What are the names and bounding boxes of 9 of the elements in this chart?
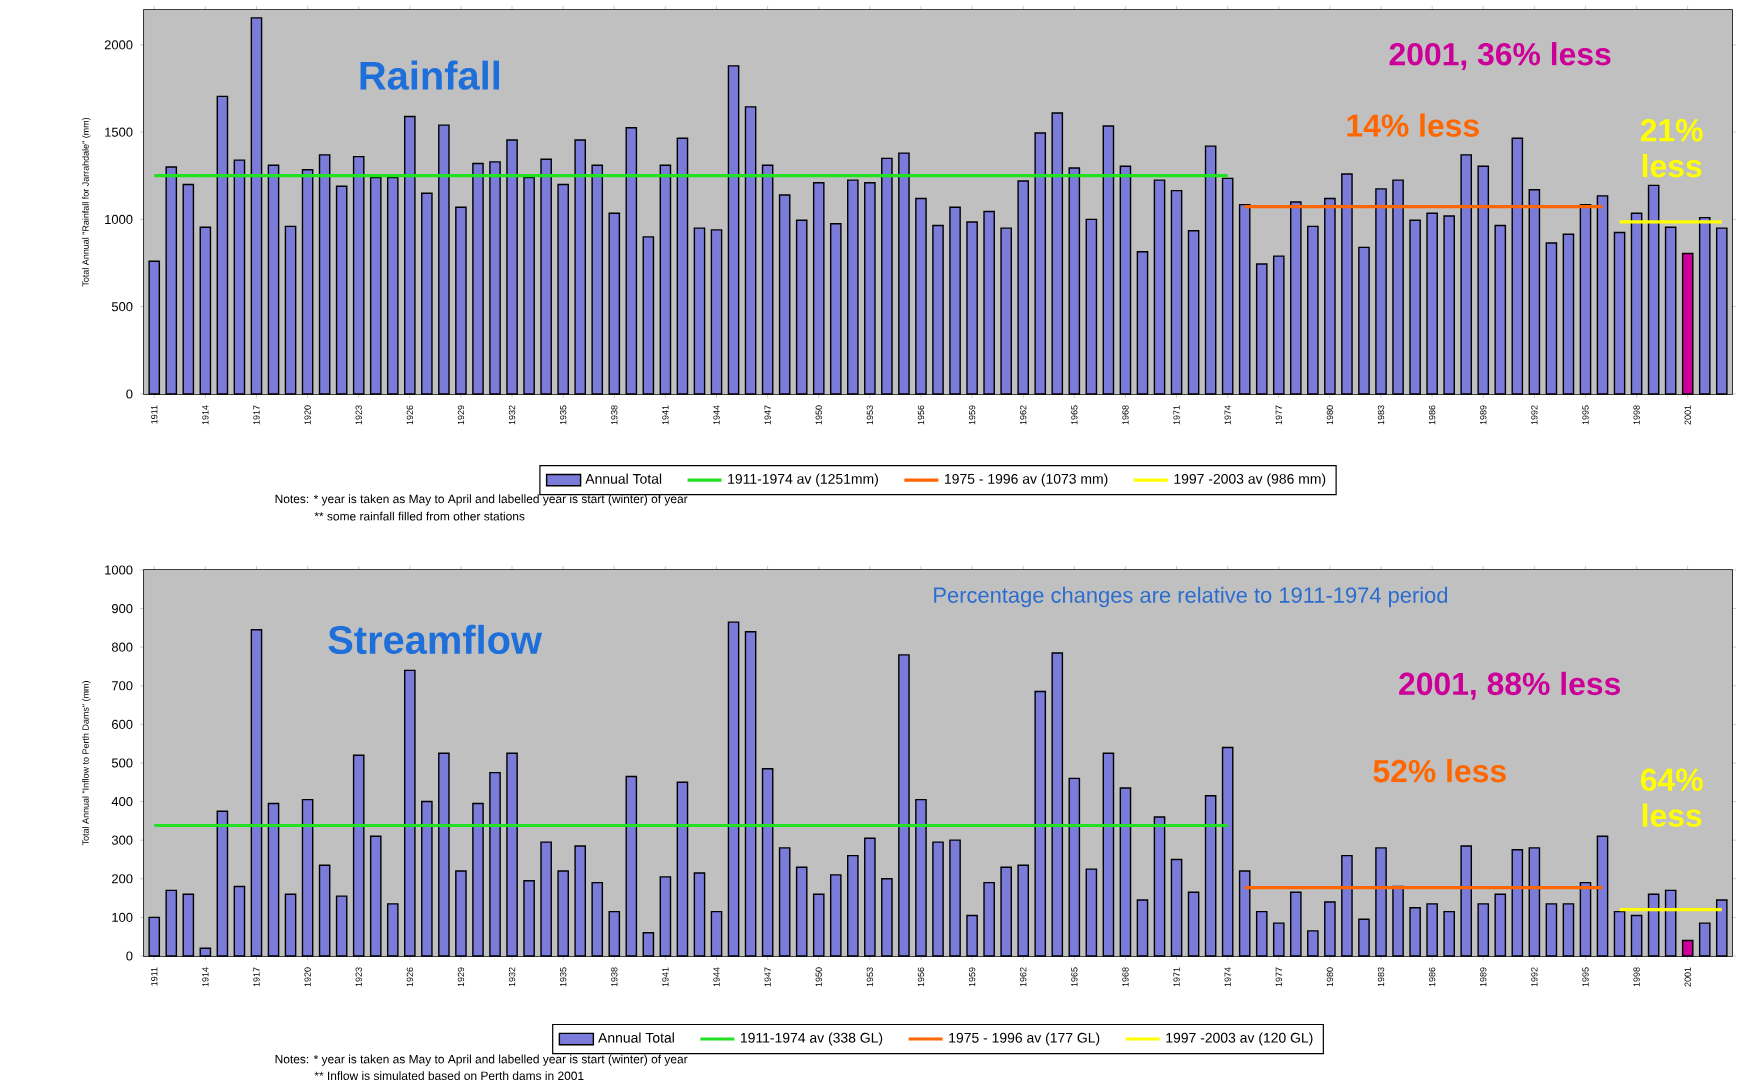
annotation: 64% less (1640, 768, 1703, 827)
annotation: 14% less (1347, 113, 1479, 137)
annotation: Percentage changes are relative to 1911-1974 period (934, 586, 1448, 608)
annotation: 2001, 36% less (1389, 42, 1611, 71)
text: Rainfall (360, 60, 499, 90)
annotation: 52% less (1373, 758, 1506, 783)
text: Streamflow (328, 624, 543, 655)
annotation: 2001, 88% less (1399, 671, 1620, 700)
annotation: 21% less (1640, 119, 1703, 178)
